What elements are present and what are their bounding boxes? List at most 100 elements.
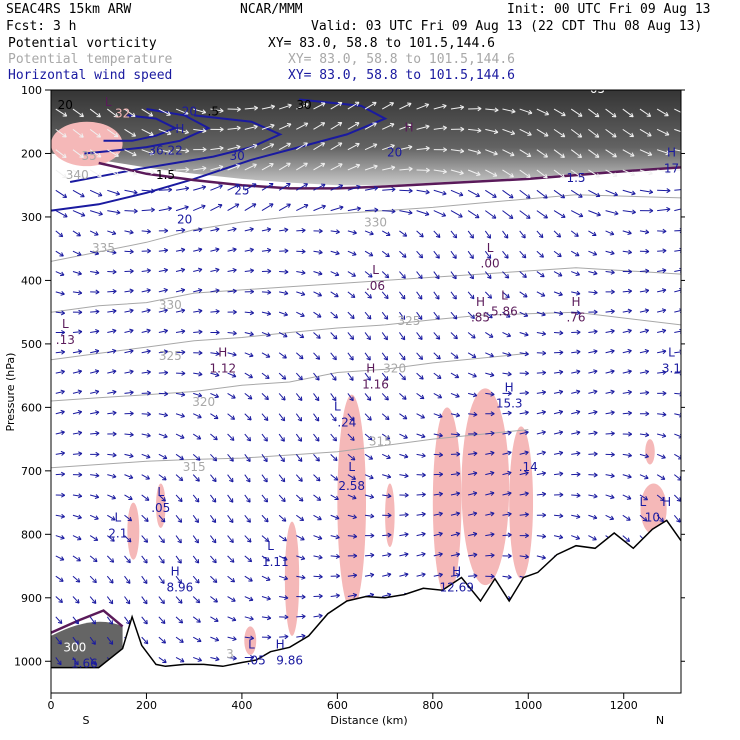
wind-vector — [674, 269, 681, 273]
wind-vector — [89, 636, 96, 645]
wind-vector-head — [438, 531, 443, 537]
wind-vector — [141, 494, 150, 501]
wind-vector — [193, 392, 202, 397]
wind-vector — [467, 271, 474, 280]
wind-vector — [124, 433, 134, 436]
wind-vector-head — [215, 227, 220, 233]
wind-vector-head — [286, 162, 291, 168]
wind-vector-head — [253, 124, 258, 130]
wind-vector-head — [389, 102, 395, 107]
wind-vector — [450, 271, 457, 280]
wind-vector — [674, 413, 681, 416]
annotation-label: H — [171, 565, 180, 579]
wind-vector — [605, 350, 615, 354]
wind-vector-head — [94, 389, 100, 395]
wind-vector-head — [335, 229, 340, 235]
wind-vector — [296, 162, 308, 171]
wind-vector-head — [57, 619, 63, 624]
wind-vector — [72, 128, 84, 138]
wind-vector-head — [231, 597, 236, 602]
annotation-label: H — [571, 295, 580, 309]
wind-vector-head — [280, 437, 285, 442]
wind-vector — [55, 128, 67, 138]
wind-vector — [588, 189, 601, 197]
wind-vector-head — [143, 639, 149, 645]
wind-vector-head — [334, 271, 340, 277]
wind-vector — [364, 143, 378, 151]
wind-vector — [107, 350, 117, 354]
wind-vector-head — [318, 228, 323, 234]
wind-vector-head — [282, 536, 287, 542]
wind-vector — [588, 271, 598, 275]
wind-vector — [175, 330, 186, 333]
wind-vector — [536, 311, 546, 316]
wind-vector-head — [452, 233, 458, 239]
wind-vector-head — [334, 495, 339, 501]
wind-vector — [330, 413, 337, 422]
wind-vector-head — [316, 496, 322, 501]
wind-vector — [553, 452, 563, 455]
wind-vector — [296, 555, 305, 560]
wind-vector — [279, 291, 289, 295]
wind-vector — [175, 392, 185, 396]
wind-vector — [175, 149, 190, 152]
wind-vector — [124, 494, 133, 500]
wind-vector — [278, 555, 288, 561]
wind-vector-head — [60, 450, 65, 456]
wind-vector — [399, 433, 408, 439]
annotation-label: L — [248, 638, 255, 652]
wind-vector-head — [407, 123, 412, 129]
wind-vector-head — [164, 391, 169, 397]
wind-vector — [416, 311, 423, 320]
wind-vector-head — [541, 554, 546, 560]
wind-vector-head — [232, 351, 237, 357]
wind-vector — [588, 453, 598, 455]
wind-vector-head — [391, 187, 396, 192]
wind-vector — [72, 657, 79, 666]
wind-vector-head — [541, 410, 546, 415]
wind-vector-head — [473, 411, 478, 417]
wind-vector — [55, 271, 65, 276]
wind-vector — [55, 555, 65, 561]
wind-vector — [536, 472, 546, 476]
wind-vector-head — [297, 396, 303, 401]
wind-vector — [124, 210, 138, 212]
wind-vector-head — [400, 335, 406, 341]
wind-vector-head — [185, 167, 190, 173]
wind-vector — [55, 636, 62, 645]
wind-vector — [553, 535, 563, 539]
annotation-label: 320 — [192, 395, 215, 409]
wind-vector — [416, 125, 430, 130]
wind-vector-head — [219, 126, 224, 132]
wind-vector-head — [631, 209, 636, 215]
wind-vector — [536, 149, 548, 158]
wind-vector-head — [575, 271, 580, 276]
wind-vector — [296, 311, 305, 317]
wind-vector — [330, 474, 339, 481]
wind-vector-head — [472, 531, 478, 537]
wind-vector — [244, 269, 254, 273]
wind-vector-head — [229, 436, 235, 441]
wind-vector-head — [129, 432, 134, 438]
wind-vector — [674, 330, 681, 333]
annotation-label: 20 — [177, 212, 192, 226]
wind-vector-head — [421, 433, 426, 439]
wind-vector-head — [146, 228, 151, 234]
wind-vector — [519, 431, 529, 435]
wind-vector-head — [610, 269, 615, 275]
wind-vector — [227, 494, 234, 503]
wind-vector-head — [541, 390, 547, 395]
wind-vector — [467, 291, 475, 300]
wind-vector — [193, 186, 206, 191]
wind-vector — [89, 108, 101, 118]
annotation-label: 3 — [226, 647, 234, 661]
wind-vector — [381, 372, 389, 381]
wind-vector — [244, 454, 251, 462]
wind-vector — [210, 310, 220, 313]
wind-vector — [657, 329, 666, 333]
wind-vector — [158, 372, 168, 374]
wind-vector-head — [527, 109, 533, 115]
wind-vector-head — [452, 295, 457, 300]
wind-vector-head — [303, 183, 309, 188]
wind-vector — [347, 535, 357, 538]
